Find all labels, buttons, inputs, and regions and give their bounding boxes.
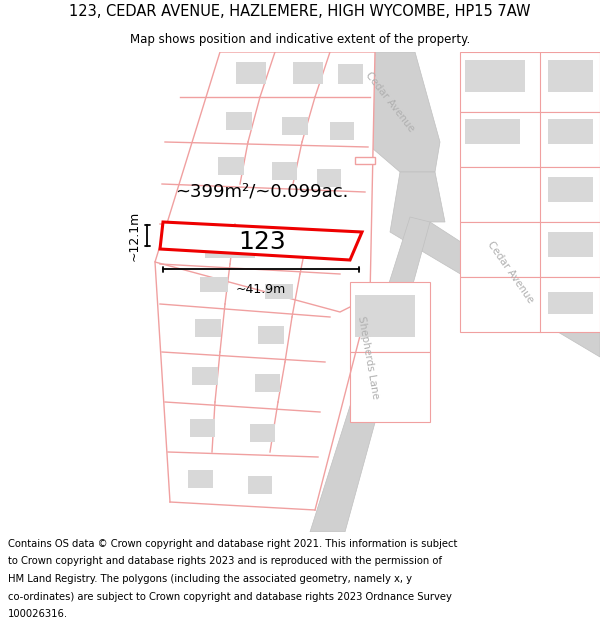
Bar — [548, 177, 593, 202]
Polygon shape — [365, 52, 440, 172]
Polygon shape — [310, 217, 430, 532]
Bar — [255, 374, 280, 392]
Bar — [548, 292, 593, 314]
Bar — [282, 117, 308, 135]
Polygon shape — [155, 52, 375, 312]
Polygon shape — [460, 112, 600, 167]
Bar — [548, 232, 593, 257]
Bar — [192, 367, 218, 385]
Bar — [465, 60, 525, 92]
Bar — [465, 119, 520, 144]
Bar — [250, 424, 275, 442]
Bar — [258, 326, 284, 344]
Text: ~41.9m: ~41.9m — [236, 283, 286, 296]
Polygon shape — [350, 352, 430, 422]
Bar — [293, 62, 323, 84]
Text: ~12.1m: ~12.1m — [128, 211, 141, 261]
Bar — [355, 295, 415, 337]
Polygon shape — [160, 222, 362, 260]
Polygon shape — [350, 282, 430, 352]
Text: 100026316.: 100026316. — [8, 609, 68, 619]
Text: Cedar Avenue: Cedar Avenue — [364, 70, 416, 134]
Polygon shape — [460, 52, 600, 112]
Polygon shape — [415, 222, 600, 357]
Bar — [200, 277, 228, 292]
Bar — [265, 284, 293, 299]
Bar — [190, 419, 215, 437]
Bar — [188, 470, 213, 488]
Text: 123, CEDAR AVENUE, HAZLEMERE, HIGH WYCOMBE, HP15 7AW: 123, CEDAR AVENUE, HAZLEMERE, HIGH WYCOM… — [69, 4, 531, 19]
Bar — [272, 162, 297, 180]
Polygon shape — [460, 167, 600, 222]
Bar — [248, 476, 272, 494]
Text: HM Land Registry. The polygons (including the associated geometry, namely x, y: HM Land Registry. The polygons (includin… — [8, 574, 412, 584]
Text: Map shows position and indicative extent of the property.: Map shows position and indicative extent… — [130, 32, 470, 46]
Bar — [205, 236, 255, 258]
Bar — [338, 64, 363, 84]
Text: Cedar Avenue: Cedar Avenue — [485, 239, 535, 305]
Bar — [330, 122, 354, 140]
Polygon shape — [460, 222, 600, 277]
Bar — [218, 157, 244, 175]
Polygon shape — [355, 157, 375, 164]
Text: ~399m²/~0.099ac.: ~399m²/~0.099ac. — [175, 183, 349, 201]
Text: to Crown copyright and database rights 2023 and is reproduced with the permissio: to Crown copyright and database rights 2… — [8, 556, 442, 566]
Polygon shape — [460, 277, 600, 332]
Text: 123: 123 — [238, 230, 286, 254]
Text: Shepherds Lane: Shepherds Lane — [356, 315, 380, 399]
Bar — [548, 119, 593, 144]
Bar — [195, 319, 221, 337]
Polygon shape — [390, 172, 445, 247]
Bar — [548, 60, 593, 92]
Bar — [226, 112, 252, 130]
Bar — [317, 169, 341, 187]
Bar — [236, 62, 266, 84]
Text: co-ordinates) are subject to Crown copyright and database rights 2023 Ordnance S: co-ordinates) are subject to Crown copyr… — [8, 591, 452, 601]
Text: Contains OS data © Crown copyright and database right 2021. This information is : Contains OS data © Crown copyright and d… — [8, 539, 457, 549]
